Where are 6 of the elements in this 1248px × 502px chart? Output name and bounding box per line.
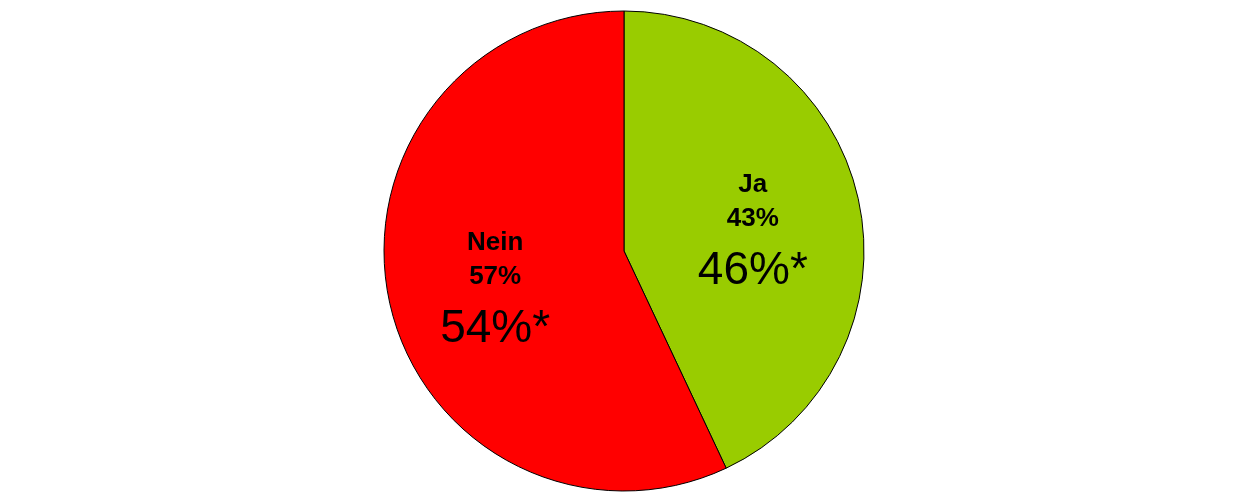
data-label: 57% [469, 259, 522, 290]
slice-label: Ja [738, 168, 768, 199]
text: 54%* [440, 299, 551, 352]
data-label: 43% [726, 202, 779, 233]
text: 46%* [697, 242, 808, 295]
slice-label: Nein [467, 225, 524, 256]
